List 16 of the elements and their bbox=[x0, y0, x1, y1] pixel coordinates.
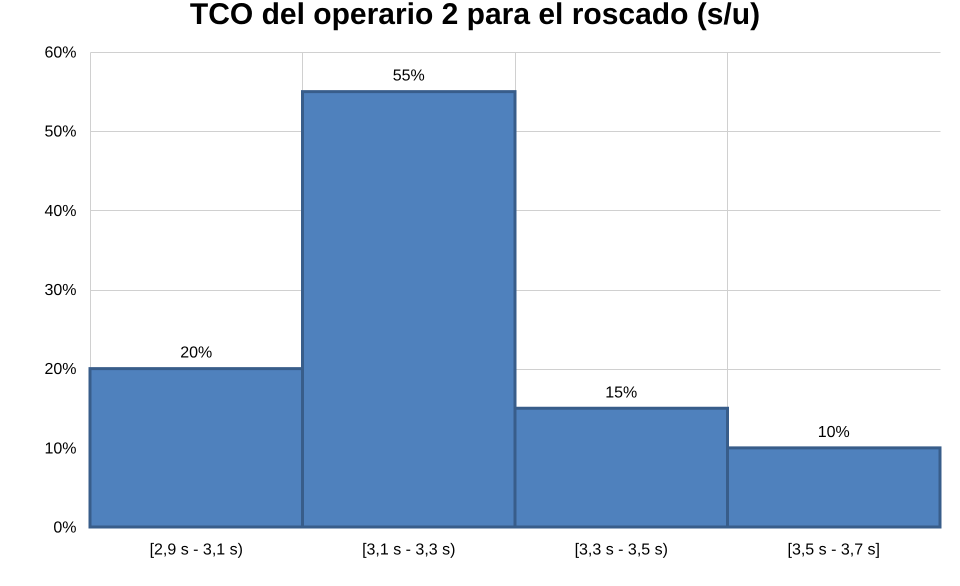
data-label: 10% bbox=[818, 424, 850, 441]
x-tick-label: [2,9 s - 3,1 s) bbox=[150, 542, 243, 558]
x-tick-label: [3,1 s - 3,3 s) bbox=[362, 542, 456, 558]
chart-title: TCO del operario 2 para el roscado (s/u) bbox=[190, 0, 760, 31]
y-tick-label: 40% bbox=[44, 202, 76, 220]
y-tick-label: 30% bbox=[44, 282, 76, 299]
y-tick-label: 20% bbox=[44, 361, 76, 378]
x-tick-label: [3,5 s - 3,7 s] bbox=[788, 542, 880, 558]
data-label: 15% bbox=[605, 384, 638, 402]
y-tick-label: 0% bbox=[53, 520, 76, 536]
y-tick-label: 10% bbox=[44, 440, 76, 458]
data-label: 20% bbox=[180, 344, 212, 362]
y-tick-label: 60% bbox=[44, 44, 76, 62]
x-tick-label: [3,3 s - 3,5 s) bbox=[574, 542, 668, 558]
data-label: 55% bbox=[392, 68, 425, 85]
y-tick-label: 50% bbox=[44, 124, 76, 141]
